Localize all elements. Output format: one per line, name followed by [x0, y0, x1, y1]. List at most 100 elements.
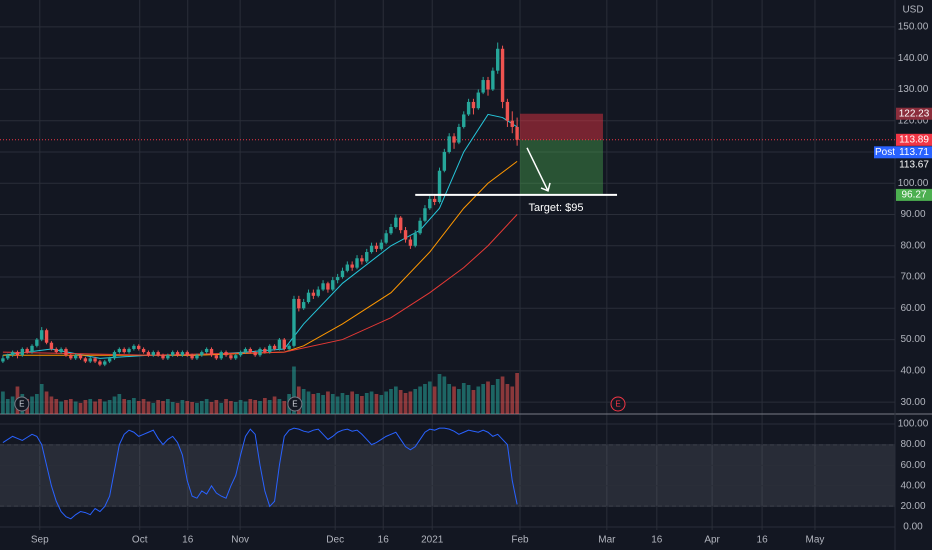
- candle-body: [35, 339, 39, 346]
- y-tick-label: 30.00: [900, 397, 925, 408]
- candle-body: [398, 217, 403, 231]
- candle-body: [6, 355, 10, 359]
- earnings-label: E: [292, 400, 297, 409]
- candle-body: [224, 352, 228, 356]
- y-tick-label: 150.00: [898, 22, 929, 33]
- candle-body: [190, 355, 194, 359]
- earnings-label: E: [19, 400, 24, 409]
- candle-body: [1, 358, 5, 362]
- candle-body: [394, 217, 398, 228]
- candle-body: [369, 245, 374, 253]
- candle-body: [340, 270, 345, 278]
- volume-bar: [326, 391, 330, 414]
- y-tick-label: 140.00: [898, 53, 929, 64]
- price-tag-bg: [896, 146, 932, 159]
- candle-body: [156, 352, 160, 356]
- volume-bar: [64, 400, 68, 414]
- candle-body: [146, 352, 151, 356]
- volume-bar: [30, 396, 34, 414]
- candle-body: [44, 330, 49, 343]
- volume-bar: [117, 394, 122, 414]
- volume-bar: [165, 399, 170, 414]
- volume-bar: [427, 381, 432, 414]
- volume-bar: [253, 400, 258, 414]
- volume-bar: [98, 399, 102, 414]
- candle-body: [229, 355, 233, 359]
- x-tick-label: Dec: [326, 535, 344, 546]
- volume-bar: [107, 400, 112, 414]
- volume-bar: [515, 373, 519, 414]
- volume-bar: [267, 400, 272, 414]
- earnings-circle: [287, 396, 303, 412]
- oscillator-tick-label: 40.00: [900, 480, 925, 491]
- candle-body: [510, 120, 514, 127]
- price-tag-bg: [896, 188, 932, 201]
- candle-body: [258, 348, 262, 356]
- volume-bar: [93, 401, 97, 414]
- candle-body: [462, 114, 466, 127]
- x-tick-label: Sep: [31, 535, 49, 546]
- earnings-marker: E: [287, 396, 303, 412]
- oscillator-band: [0, 444, 895, 507]
- volume-bar: [68, 399, 73, 414]
- candle-body: [403, 230, 408, 240]
- candle-body: [428, 198, 432, 209]
- x-tick-label: Apr: [704, 535, 720, 546]
- volume-bar: [190, 402, 194, 414]
- volume-bar: [35, 394, 39, 414]
- candle-body: [272, 345, 277, 349]
- oscillator-tick-label: 0.00: [903, 522, 923, 533]
- volume-bar: [10, 396, 15, 414]
- target-zone: [520, 139, 603, 195]
- candle-body: [185, 352, 189, 356]
- volume-bar: [83, 400, 88, 414]
- volume-bar: [345, 395, 350, 414]
- volume-bar: [316, 393, 321, 414]
- x-tick-label: 16: [651, 535, 663, 546]
- volume-bar: [466, 385, 471, 414]
- candle-body: [374, 245, 379, 249]
- price-tag-bg: [896, 158, 932, 171]
- price-tag-label: 113.71: [899, 147, 929, 158]
- candle-body: [103, 361, 107, 365]
- y-tick-label: 80.00: [900, 240, 925, 251]
- candle-body: [112, 352, 117, 359]
- price-tag-bg: [896, 133, 932, 146]
- volume-bar: [491, 385, 495, 414]
- candle-body: [515, 126, 519, 140]
- volume-bar: [180, 400, 185, 414]
- volume-bar: [146, 401, 151, 414]
- volume-bar: [73, 401, 78, 414]
- arrow: [526, 147, 551, 192]
- candle-body: [316, 289, 320, 296]
- volume-bar: [423, 384, 427, 414]
- y-tick-label: 120.00: [898, 115, 929, 126]
- volume-bar: [151, 403, 156, 414]
- volume-bar: [360, 396, 364, 414]
- volume-bar: [461, 383, 466, 414]
- candle-body: [287, 345, 291, 349]
- candle-body: [137, 345, 141, 349]
- volume-bar: [437, 374, 442, 414]
- candle-body: [331, 280, 335, 290]
- volume-bar: [389, 389, 393, 414]
- candle-body: [40, 330, 44, 340]
- volume-bar: [272, 396, 277, 414]
- candle-body: [78, 355, 83, 359]
- y-tick-label: 60.00: [900, 303, 925, 314]
- candle-body: [350, 264, 354, 268]
- volume-bar: [112, 396, 117, 414]
- candle-body: [379, 242, 383, 249]
- candle-body: [432, 198, 437, 202]
- candle-body: [200, 352, 204, 356]
- volume-bar: [248, 399, 253, 414]
- currency-label: USD: [902, 5, 923, 16]
- volume-bar: [214, 400, 219, 414]
- candle-body: [365, 252, 369, 262]
- candle-body: [69, 355, 73, 359]
- volume-bar: [170, 402, 175, 414]
- volume-bar: [355, 394, 359, 414]
- volume-bar: [500, 376, 505, 414]
- volume-bar: [384, 391, 388, 414]
